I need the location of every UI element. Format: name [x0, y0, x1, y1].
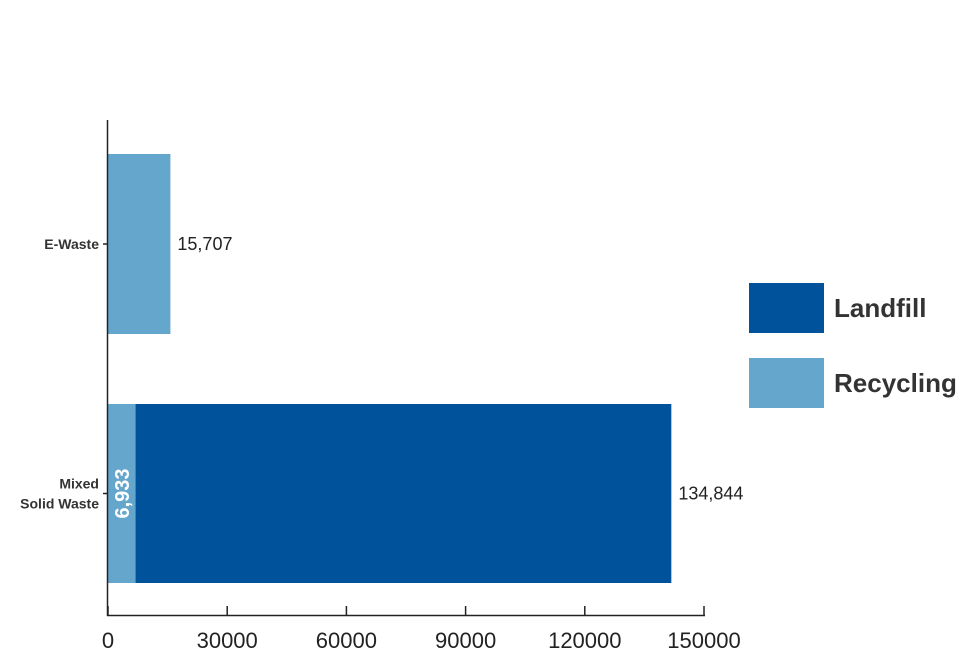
category-label-mixed-solid-waste: Mixed: [59, 476, 99, 492]
x-tick-label: 120000: [548, 628, 621, 653]
legend-item-landfill: Landfill: [749, 283, 957, 333]
axes-group: [106, 120, 705, 617]
bars-group: [108, 154, 672, 583]
bar-mixed-solid-waste-recycling: [108, 404, 136, 583]
legend-swatch-recycling: [749, 358, 824, 408]
data-label-mixed-solid-waste-landfill: 134,844: [678, 484, 743, 504]
category-labels-group: Mixed Solid Waste E-Waste: [20, 236, 108, 512]
bar-mixed-solid-waste-landfill: [135, 404, 672, 583]
legend-label-recycling: Recycling: [834, 367, 957, 398]
bar-e-waste-recycling: [108, 154, 171, 334]
x-ticks-group: 0 30000 60000 90000 120000 150000: [102, 606, 741, 653]
legend-label-landfill: Landfill: [834, 292, 927, 323]
category-label-e-waste: E-Waste: [44, 236, 99, 252]
data-label-e-waste-recycling: 15,707: [177, 234, 232, 254]
x-tick-label: 150000: [667, 628, 740, 653]
data-labels-group: 6,933 134,844 15,707: [112, 234, 744, 519]
legend-item-recycling: Recycling: [749, 358, 957, 408]
data-label-mixed-solid-waste-recycling: 6,933: [112, 468, 134, 518]
x-tick-label: 60000: [316, 628, 377, 653]
x-tick-label: 30000: [197, 628, 258, 653]
x-tick-label: 0: [102, 628, 114, 653]
x-tick-label: 90000: [435, 628, 496, 653]
category-label-mixed-solid-waste: Solid Waste: [20, 496, 99, 512]
legend-swatch-landfill: [749, 283, 824, 333]
legend: Landfill Recycling: [749, 283, 957, 433]
